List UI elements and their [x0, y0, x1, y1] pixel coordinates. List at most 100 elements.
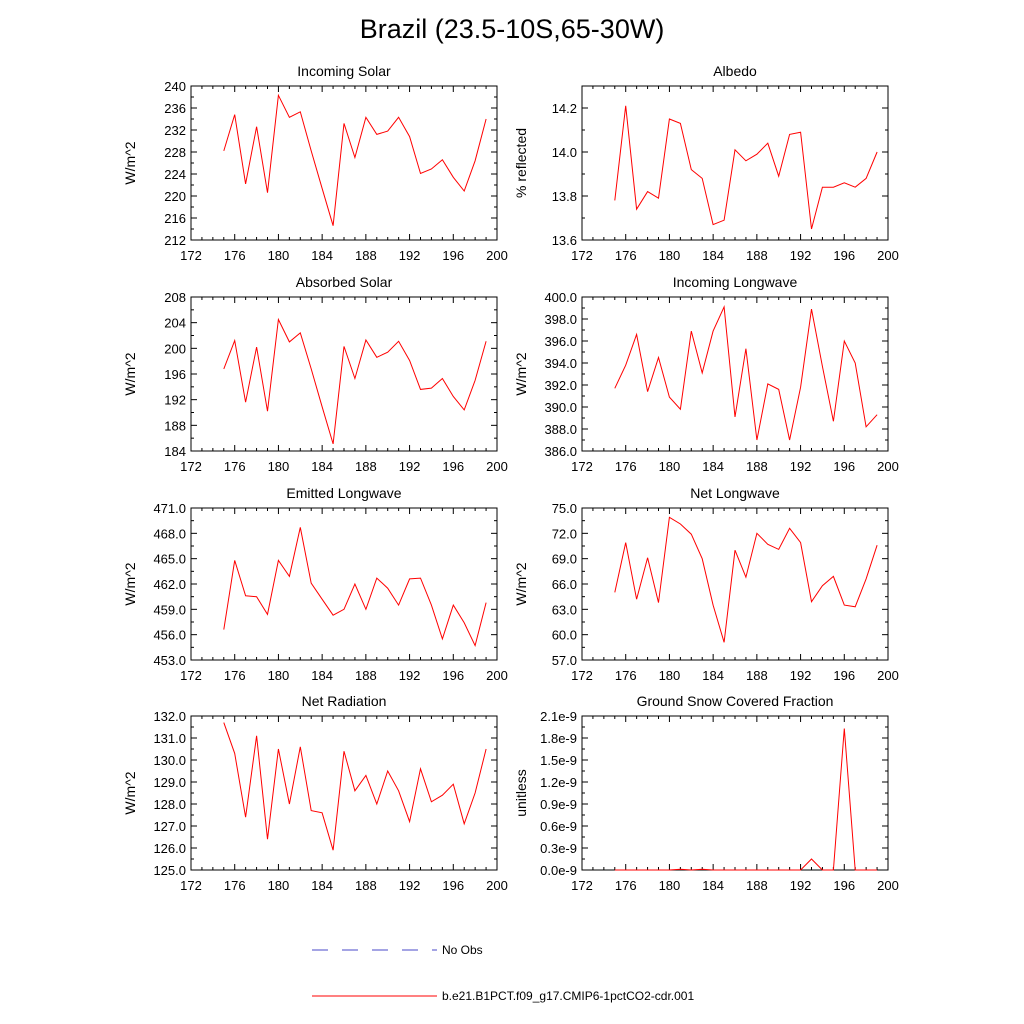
x-tick-label: 188	[355, 459, 377, 474]
y-tick-label: 72.0	[552, 526, 577, 541]
y-tick-label: 128.0	[153, 797, 186, 812]
x-tick-label: 188	[355, 878, 377, 893]
x-tick-label: 176	[615, 668, 637, 683]
x-tick-label: 200	[877, 459, 899, 474]
chart-panel: 172 176 180 184 188 192 196 200 184 188 192 196 200 2…	[122, 274, 508, 474]
x-tick-label: 188	[355, 248, 377, 263]
plot-frame	[581, 85, 889, 241]
plot-frame	[581, 296, 889, 452]
x-tick-label: 172	[180, 248, 202, 263]
x-tick-label: 172	[180, 459, 202, 474]
series-line	[614, 728, 878, 871]
y-tick-label: 471.0	[153, 501, 186, 516]
series-line	[614, 305, 878, 441]
x-tick-label: 196	[833, 248, 855, 263]
x-tick-label: 200	[877, 248, 899, 263]
y-tick-label: 465.0	[153, 552, 186, 567]
y-tick-label: 236	[164, 101, 186, 116]
plot-frame	[190, 85, 498, 241]
panel-title: Incoming Longwave	[673, 274, 798, 290]
x-tick-label: 192	[790, 248, 812, 263]
chart-panel: 172 176 180 184 188 192 196 200 453.0 456.0 459.0 4…	[122, 485, 508, 683]
plot-frame	[581, 715, 889, 871]
y-tick-label: 132.0	[153, 709, 186, 724]
chart-panel: 172 176 180 184 188 192 196 200 0.0e-9 0.3e-9 0.6e…	[513, 693, 899, 893]
y-tick-label: 1.5e-9	[540, 753, 577, 768]
y-tick-label: 398.0	[544, 312, 577, 327]
x-tick-label: 180	[268, 459, 290, 474]
x-tick-label: 192	[399, 248, 421, 263]
x-tick-label: 180	[659, 459, 681, 474]
x-tick-label: 180	[659, 668, 681, 683]
plot-frame	[581, 507, 889, 661]
y-tick-label: 0.6e-9	[540, 819, 577, 834]
x-tick-label: 172	[180, 668, 202, 683]
x-tick-label: 172	[180, 878, 202, 893]
x-tick-label: 196	[833, 878, 855, 893]
chart-panel: 172 176 180 184 188 192 196 200 125.0 126.0 127.0 1…	[122, 693, 508, 893]
x-tick-label: 180	[268, 878, 290, 893]
x-tick-label: 172	[571, 248, 593, 263]
x-tick-label: 188	[355, 668, 377, 683]
x-tick-label: 180	[268, 668, 290, 683]
x-tick-label: 196	[442, 248, 464, 263]
panel-title: Ground Snow Covered Fraction	[637, 693, 834, 709]
chart-panel: 172 176 180 184 188 192 196 200 13.6 13.8 14.0 14.2…	[513, 63, 899, 263]
y-tick-label: 228	[164, 145, 186, 160]
y-tick-label: 60.0	[552, 628, 577, 643]
x-tick-label: 184	[311, 459, 333, 474]
y-tick-label: 204	[164, 316, 186, 331]
x-tick-label: 192	[399, 668, 421, 683]
y-tick-label: 184	[164, 444, 186, 459]
y-tick-label: 0.9e-9	[540, 797, 577, 812]
series-line	[223, 527, 487, 648]
x-tick-label: 188	[746, 459, 768, 474]
y-tick-label: 390.0	[544, 400, 577, 415]
x-tick-label: 176	[224, 248, 246, 263]
x-tick-label: 176	[615, 878, 637, 893]
x-tick-label: 196	[833, 459, 855, 474]
x-tick-label: 188	[746, 248, 768, 263]
y-tick-label: 2.1e-9	[540, 709, 577, 724]
panel-title: Net Longwave	[690, 485, 780, 501]
y-axis-label: % reflected	[513, 128, 529, 198]
x-tick-label: 180	[268, 248, 290, 263]
legend: No Obs b.e21.B1PCT.f09_g17.CMIP6-1pctCO2…	[312, 943, 694, 1003]
x-tick-label: 188	[746, 878, 768, 893]
y-tick-label: 394.0	[544, 356, 577, 371]
y-axis-label: W/m^2	[513, 562, 529, 605]
y-tick-label: 130.0	[153, 753, 186, 768]
y-axis-label: W/m^2	[122, 562, 138, 605]
chart-panel: 172 176 180 184 188 192 196 200 57.0 60.0 63.0 66.0…	[513, 485, 899, 683]
y-axis-label: W/m^2	[513, 352, 529, 395]
y-tick-label: 57.0	[552, 653, 577, 668]
x-tick-label: 172	[571, 668, 593, 683]
y-tick-label: 386.0	[544, 444, 577, 459]
x-tick-label: 192	[399, 459, 421, 474]
x-tick-label: 192	[790, 668, 812, 683]
x-tick-label: 184	[702, 668, 724, 683]
y-tick-label: 468.0	[153, 526, 186, 541]
y-tick-label: 456.0	[153, 628, 186, 643]
y-tick-label: 63.0	[552, 602, 577, 617]
x-tick-label: 176	[224, 459, 246, 474]
panel-title: Emitted Longwave	[286, 485, 401, 501]
x-tick-label: 196	[442, 668, 464, 683]
x-tick-label: 200	[486, 878, 508, 893]
x-tick-label: 196	[442, 459, 464, 474]
x-tick-label: 192	[399, 878, 421, 893]
figure-title: Brazil (23.5-10S,65-30W)	[359, 14, 665, 44]
x-tick-label: 188	[746, 668, 768, 683]
y-axis-label: W/m^2	[122, 771, 138, 814]
y-tick-label: 66.0	[552, 577, 577, 592]
y-tick-label: 216	[164, 211, 186, 226]
x-tick-label: 196	[833, 668, 855, 683]
panel-title: Absorbed Solar	[296, 274, 393, 290]
y-tick-label: 127.0	[153, 819, 186, 834]
x-tick-label: 200	[486, 248, 508, 263]
panel-title: Incoming Solar	[297, 63, 391, 79]
y-tick-label: 453.0	[153, 653, 186, 668]
x-tick-label: 176	[615, 248, 637, 263]
x-tick-label: 176	[224, 878, 246, 893]
y-axis-label: unitless	[513, 769, 529, 816]
